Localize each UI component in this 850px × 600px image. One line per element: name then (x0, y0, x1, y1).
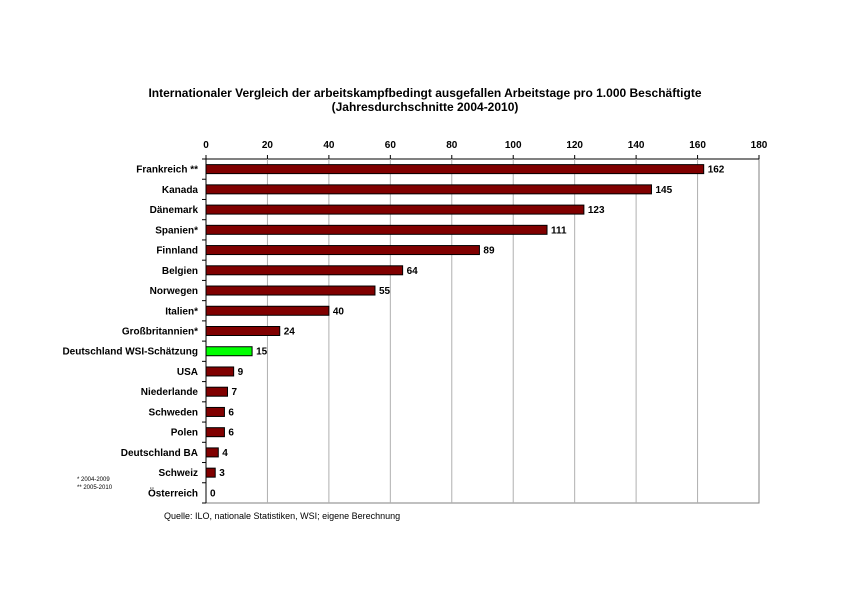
value-label: 3 (219, 468, 225, 479)
value-label: 4 (222, 448, 228, 459)
bar (205, 447, 219, 458)
value-label: 40 (333, 306, 345, 317)
category-label: Niederlande (141, 387, 199, 398)
value-label: 64 (407, 266, 419, 277)
bar (205, 427, 225, 438)
category-label: Schweiz (159, 468, 198, 479)
category-label: Österreich (148, 486, 198, 499)
x-tick-label: 40 (323, 140, 335, 151)
category-label: Polen (171, 428, 198, 439)
source-note: Quelle: ILO, nationale Statistiken, WSI;… (164, 511, 401, 521)
category-label: Spanien* (155, 225, 198, 236)
value-label: 55 (379, 286, 391, 297)
chart-subtitle: (Jahresdurchschnitte 2004-2010) (331, 100, 519, 114)
category-label: Dänemark (150, 205, 199, 216)
x-tick-label: 80 (446, 140, 458, 151)
x-tick-label: 100 (505, 140, 522, 151)
x-tick-label: 0 (203, 140, 209, 151)
bar (205, 406, 225, 417)
value-label: 7 (232, 387, 238, 398)
bar (205, 265, 404, 276)
value-label: 24 (284, 327, 296, 338)
category-label: Norwegen (150, 286, 198, 297)
bar (205, 305, 330, 316)
category-label: Belgien (162, 266, 198, 277)
value-label: 0 (210, 488, 216, 499)
value-label: 111 (551, 225, 567, 236)
bar (205, 245, 480, 256)
category-label: Frankreich ** (136, 165, 198, 176)
x-tick-label: 20 (262, 140, 274, 151)
category-label: Deutschland BA (121, 448, 198, 459)
value-label: 6 (228, 407, 234, 418)
bar (205, 184, 652, 195)
bar (205, 285, 376, 296)
category-label: Finnland (156, 246, 198, 257)
x-tick-label: 120 (566, 140, 583, 151)
bar (205, 204, 585, 215)
chart-title: Internationaler Vergleich der arbeitskam… (148, 86, 702, 100)
value-label: 123 (588, 205, 605, 216)
value-label: 15 (256, 347, 268, 358)
category-label: Kanada (162, 185, 199, 196)
value-label: 162 (708, 165, 725, 176)
value-label: 6 (228, 428, 234, 439)
x-tick-label: 60 (385, 140, 397, 151)
x-tick-label: 180 (751, 140, 768, 151)
bar (205, 386, 229, 397)
category-label: Schweden (149, 407, 198, 418)
bar (205, 467, 216, 478)
value-label: 9 (238, 367, 244, 378)
bar (205, 346, 253, 357)
bar (205, 326, 281, 336)
value-label: 89 (483, 246, 495, 257)
value-label: 145 (655, 185, 672, 196)
footnote-1: * 2004-2009 (77, 477, 110, 483)
category-label: USA (177, 367, 198, 378)
category-label: Italien* (165, 306, 198, 317)
bar (205, 366, 235, 377)
x-tick-label: 140 (628, 140, 645, 151)
bar (205, 164, 705, 175)
category-label: Deutschland WSI-Schätzung (62, 347, 198, 358)
bar (205, 224, 548, 235)
footnote-2: ** 2005-2010 (77, 485, 113, 491)
x-tick-label: 160 (689, 140, 706, 151)
category-label: Großbritannien* (122, 327, 198, 338)
